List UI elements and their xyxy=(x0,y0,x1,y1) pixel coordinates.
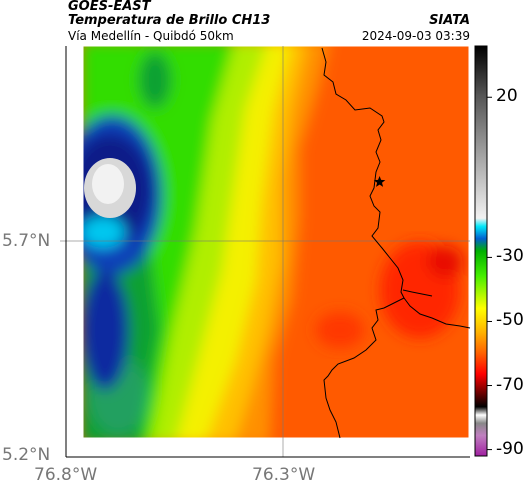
lon-tick-label: 76.8°W xyxy=(34,465,98,485)
map-gridlines xyxy=(60,46,470,457)
timestamp-label: 2024-09-03 03:39 xyxy=(361,29,470,43)
product-title: GOES-EAST xyxy=(68,0,151,14)
admin-borders xyxy=(321,47,471,439)
colorbar-label: 20 xyxy=(496,86,518,107)
star-icon xyxy=(373,176,386,187)
location-label: Vía Medellín - Quibdó 50km xyxy=(68,29,234,43)
organization-label: SIATA xyxy=(429,13,470,28)
colorbar xyxy=(474,45,492,457)
lat-tick-label: 5.7°N xyxy=(2,231,51,251)
colorbar-label: -30 xyxy=(496,246,524,267)
product-subtitle: Temperatura de Brillo CH13 xyxy=(68,13,271,28)
lat-tick-label: 5.2°N xyxy=(2,445,51,465)
colorbar-label: -90 xyxy=(496,438,524,459)
lon-tick-label: 76.3°W xyxy=(252,465,316,485)
colorbar-label: -70 xyxy=(496,374,524,395)
colorbar-label: -50 xyxy=(496,310,524,331)
plot-frame xyxy=(65,46,470,458)
brightness-temperature-field xyxy=(83,46,469,438)
